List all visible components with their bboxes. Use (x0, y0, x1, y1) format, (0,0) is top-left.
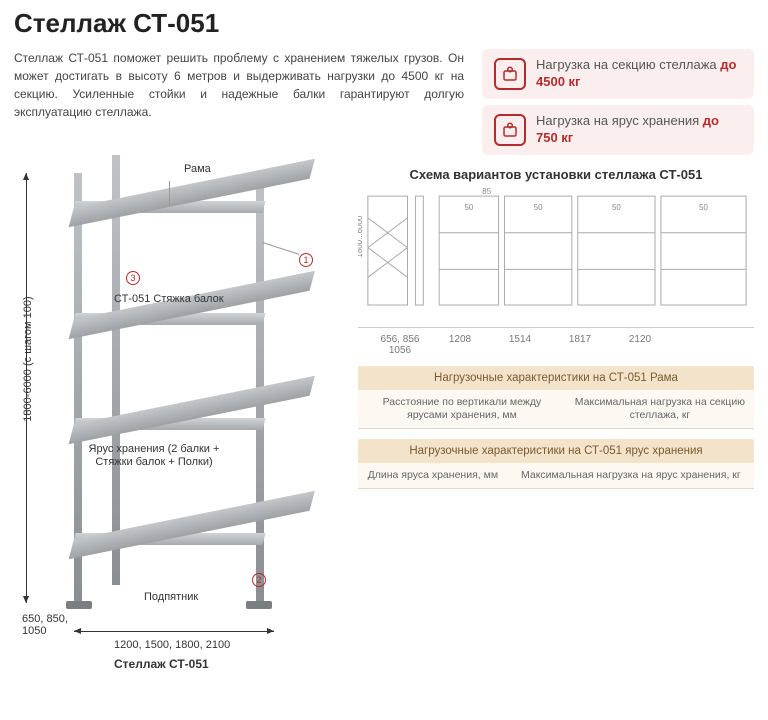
marker-1: 1 (299, 253, 313, 267)
table-tier-load: Нагрузочные характеристики на СТ-051 яру… (358, 439, 754, 489)
load-box-text: Нагрузка на ярус хранения до 750 кг (536, 113, 742, 147)
load-box-tier: Нагрузка на ярус хранения до 750 кг (482, 105, 754, 155)
scheme-bottom-dims: 656, 856 1056 1208 1514 1817 2120 (358, 334, 754, 356)
marker-3: 3 (126, 271, 140, 285)
product-caption: Стеллаж СТ-051 (114, 657, 209, 671)
svg-text:50: 50 (699, 203, 708, 212)
svg-text:50: 50 (464, 203, 473, 212)
product-illustration: 1800-6000 (с шагом 100) Рама 1 (14, 163, 344, 673)
callout-tier: Ярус хранения (2 балки + Стяжки балок + … (84, 443, 224, 469)
weight-icon (494, 58, 526, 90)
width-dimension: 1200, 1500, 1800, 2100 (114, 639, 230, 651)
scheme-title: Схема вариантов установки стеллажа СТ-05… (358, 167, 754, 182)
svg-text:50: 50 (612, 203, 621, 212)
description-text: Стеллаж СТ-051 поможет решить проблему с… (14, 49, 464, 155)
scheme-drawing: 50 50 50 50 85 1800...6000 (358, 188, 754, 328)
table-frame-load: Нагрузочные характеристики на СТ-051 Рам… (358, 366, 754, 429)
load-box-text: Нагрузка на секцию стеллажа до 4500 кг (536, 57, 742, 91)
callout-beam: СТ-051 Стяжка балок (114, 293, 224, 306)
main-content: 1800-6000 (с шагом 100) Рама 1 (14, 163, 754, 673)
callout-frame: Рама (184, 163, 211, 176)
svg-text:1800...6000: 1800...6000 (358, 215, 364, 257)
load-box-section: Нагрузка на секцию стеллажа до 4500 кг (482, 49, 754, 99)
load-boxes: Нагрузка на секцию стеллажа до 4500 кг Н… (482, 49, 754, 155)
depth-dimension: 650, 850, 1050 (22, 613, 92, 637)
width-arrow (74, 631, 274, 632)
svg-text:50: 50 (534, 203, 543, 212)
weight-icon (494, 114, 526, 146)
marker-2: 2 (252, 573, 266, 587)
callout-foot: Подпятник (144, 591, 198, 604)
svg-text:85: 85 (482, 188, 491, 196)
page-title: Стеллаж СТ-051 (14, 8, 754, 39)
shelf-render (64, 173, 274, 603)
height-dimension: 1800-6000 (с шагом 100) (16, 173, 38, 603)
right-column: Схема вариантов установки стеллажа СТ-05… (358, 163, 754, 673)
top-section: Стеллаж СТ-051 поможет решить проблему с… (14, 49, 754, 155)
